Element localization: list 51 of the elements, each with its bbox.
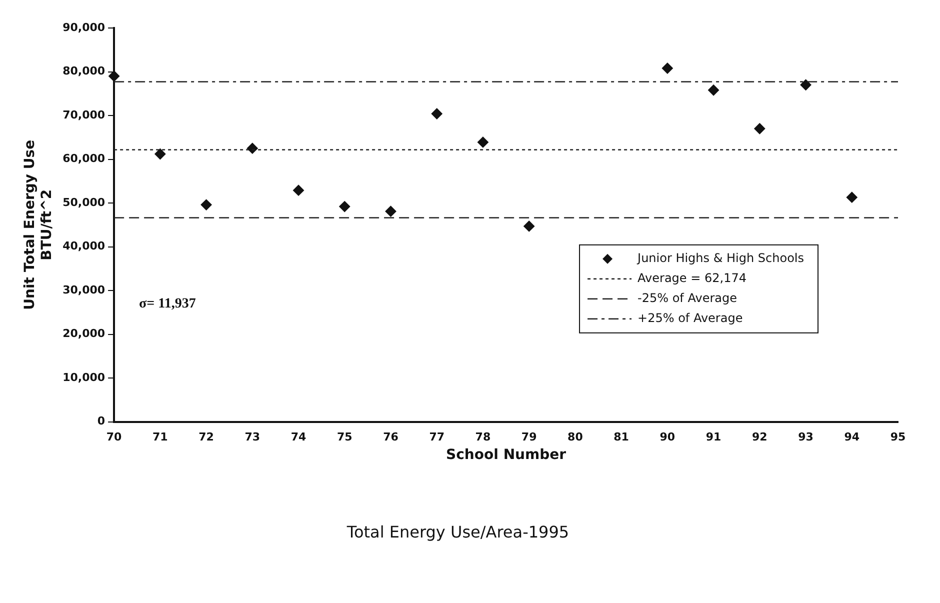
point: [708, 84, 720, 96]
x-tick-label: 90: [660, 430, 676, 444]
legend-label: Average = 62,174: [638, 271, 746, 286]
x-tick-label: 72: [198, 430, 214, 444]
x-tick-label: 71: [152, 430, 168, 444]
x-tick-label: 81: [614, 430, 629, 444]
point: [477, 136, 488, 148]
y-tick-label: 60,000: [62, 152, 106, 166]
point: [385, 206, 396, 217]
point: [246, 142, 258, 154]
legend-label: -25% of Average: [638, 291, 738, 306]
y-tick-label: 70,000: [62, 108, 106, 122]
x-tick-label: 76: [383, 430, 399, 444]
point: [524, 220, 535, 232]
x-tick-label: 94: [844, 430, 860, 444]
y-tick-label: 30,000: [62, 283, 106, 296]
y-tick-label: 40,000: [62, 240, 106, 253]
text: Total Energy Use/Area-1995: [346, 522, 570, 542]
legend-label: Junior Highs & High Schools: [636, 251, 804, 266]
y-tick-label: 10,000: [62, 370, 106, 384]
x-tick-label: 75: [336, 430, 352, 444]
point: [200, 199, 212, 210]
x-tick-label: 80: [568, 430, 584, 444]
x-tick-label: 95: [890, 430, 906, 444]
point: [846, 192, 858, 203]
x-tick-label: 73: [244, 430, 260, 444]
point: [108, 70, 120, 82]
x-tick-label: 70: [106, 430, 122, 444]
annotation: σ= 11,937: [139, 296, 196, 312]
point: [754, 123, 766, 134]
x-tick-label: 91: [706, 430, 722, 444]
y-tick-label: 50,000: [62, 196, 106, 209]
legend-label: +25% of Average: [638, 311, 743, 326]
point: [662, 62, 673, 74]
x-tick-label: 79: [521, 430, 537, 444]
point: [800, 79, 812, 90]
point: [154, 148, 166, 160]
y-tick-label: 0: [97, 414, 106, 428]
y-axis-title: Unit Total Energy Use BTU/ft^2: [22, 140, 55, 310]
point: [293, 184, 304, 196]
x-tick-label: 93: [798, 430, 814, 444]
x-tick-label: 77: [429, 430, 445, 444]
x-tick-label: 92: [752, 430, 768, 444]
x-tick-label: 78: [475, 430, 491, 444]
point: [431, 108, 442, 120]
x-tick-label: 74: [290, 430, 307, 444]
x-axis-title: School Number: [446, 447, 566, 464]
y-tick-label: 90,000: [62, 20, 106, 34]
y-tick-label: 20,000: [62, 327, 106, 340]
y-tick-label: 80,000: [62, 64, 106, 78]
point: [339, 201, 350, 212]
